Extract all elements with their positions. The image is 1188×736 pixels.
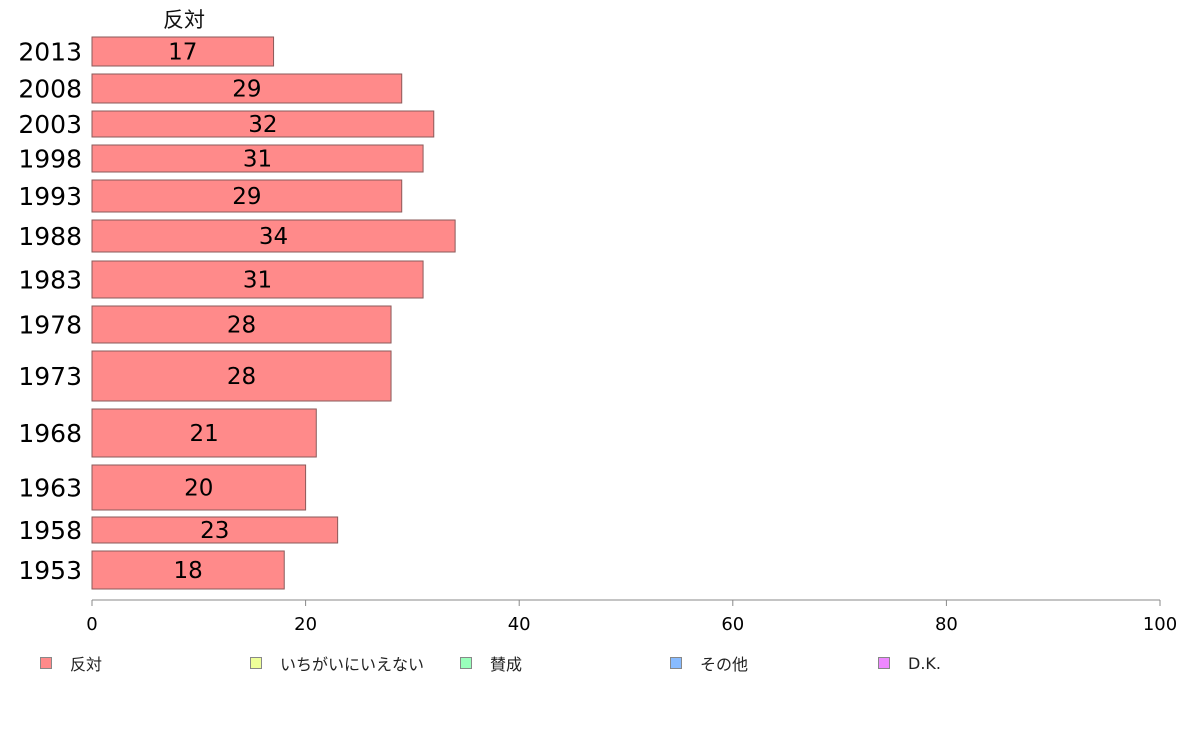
- bar-chart: 反対 17 2013 29 2008 32 2003 31 1998 29 1993 34 1988 3…: [18, 8, 1177, 635]
- y-tick-label: 1978: [18, 311, 82, 340]
- legend-item-other: その他: [670, 652, 748, 674]
- bar: [91, 350, 392, 402]
- y-tick-label: 1963: [18, 474, 82, 503]
- bar-value-label: 29: [232, 77, 261, 103]
- legend-swatch: [250, 657, 262, 669]
- x-tick-label: 100: [1143, 614, 1177, 635]
- bar-value-label: 31: [243, 147, 272, 173]
- y-tick-label: 1973: [18, 362, 82, 391]
- x-tick-label: 0: [86, 614, 97, 635]
- x-tick-label: 20: [294, 614, 317, 635]
- bar: [91, 516, 339, 544]
- bar-value-label: 20: [184, 476, 213, 502]
- legend-item-opposed: 反対: [40, 652, 102, 674]
- legend-label: 賛成: [490, 655, 523, 674]
- legend-swatch: [670, 657, 682, 669]
- y-tick-label: 1998: [18, 145, 82, 174]
- y-tick-label: 1983: [18, 266, 82, 295]
- x-tick-label: 80: [935, 614, 958, 635]
- bar-value-label: 21: [189, 421, 218, 447]
- y-tick-label: 1953: [18, 556, 82, 585]
- legend: 反対 いちがいにいえない 賛成 その他 D.K.: [0, 652, 1188, 676]
- bar-value-label: 31: [243, 268, 272, 294]
- legend-item-agree: 賛成: [460, 652, 522, 674]
- bar: [91, 219, 456, 253]
- legend-label: いちがいにいえない: [280, 655, 425, 674]
- bar: [91, 73, 403, 104]
- bar: [91, 408, 317, 458]
- legend-label: その他: [700, 655, 749, 674]
- bar-value-label: 23: [200, 518, 229, 544]
- y-tick-label: 2008: [18, 75, 82, 104]
- bar: [91, 305, 392, 344]
- bar-value-label: 28: [227, 364, 256, 390]
- y-tick-label: 2003: [18, 110, 82, 139]
- bar-value-label: 34: [259, 224, 288, 250]
- y-tick-label: 1968: [18, 419, 82, 448]
- bar-value-label: 18: [173, 558, 202, 584]
- y-tick-label: 1988: [18, 222, 82, 251]
- chart-title: 反対: [163, 8, 205, 32]
- legend-item-dk: D.K.: [878, 652, 941, 674]
- bar: [91, 36, 275, 67]
- bar: [91, 144, 424, 173]
- y-tick-label: 1958: [18, 516, 82, 545]
- bar-value-label: 32: [248, 112, 277, 138]
- x-tick-label: 60: [721, 614, 744, 635]
- legend-item-undecided: いちがいにいえない: [250, 652, 424, 674]
- bar: [91, 550, 285, 590]
- bar-value-label: 17: [168, 40, 197, 66]
- legend-label: D.K.: [908, 653, 941, 673]
- bar-value-label: 28: [227, 313, 256, 339]
- y-tick-label: 2013: [18, 38, 82, 67]
- legend-swatch: [460, 657, 472, 669]
- bar-value-label: 29: [232, 184, 261, 210]
- y-tick-label: 1993: [18, 182, 82, 211]
- legend-swatch: [878, 657, 890, 669]
- legend-label: 反対: [70, 655, 103, 674]
- bar: [91, 260, 424, 299]
- x-tick-label: 40: [508, 614, 531, 635]
- bar: [91, 110, 435, 138]
- legend-swatch: [40, 657, 52, 669]
- bar: [91, 179, 403, 213]
- bar: [91, 464, 307, 511]
